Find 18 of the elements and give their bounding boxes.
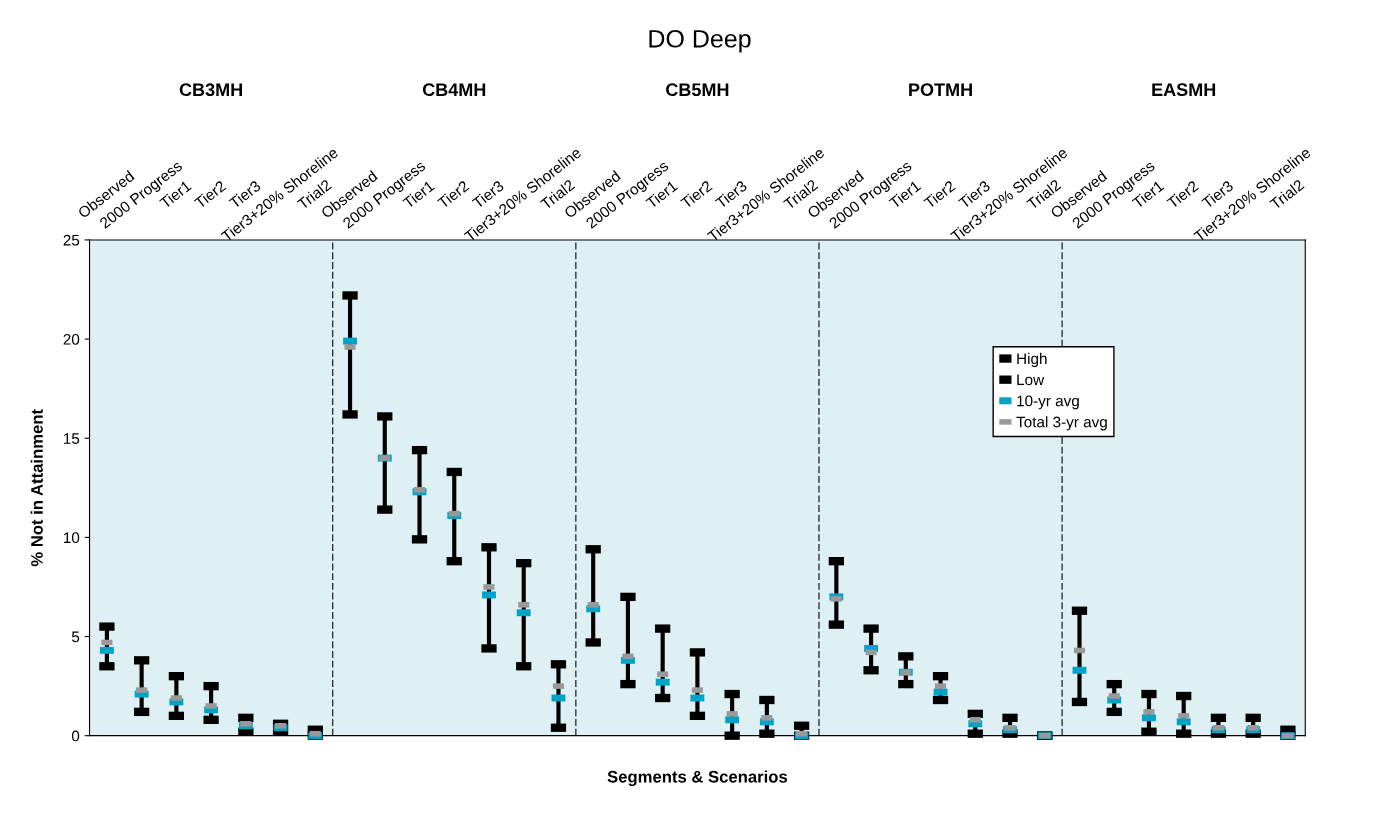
text: CB3MH xyxy=(179,83,242,97)
y-tick-label: 5 xyxy=(71,631,80,643)
text: CB4MH xyxy=(422,83,486,97)
y-tick-label: 20 xyxy=(63,333,80,345)
legend-label: High xyxy=(1017,352,1047,368)
legend-label: Low xyxy=(1017,374,1045,386)
legend-label: Total 3-yr avg xyxy=(1016,416,1107,431)
y-tick-label: 25 xyxy=(63,234,80,246)
legend-label: 10-yr avg xyxy=(1017,395,1079,410)
text: EASMH xyxy=(1152,83,1216,97)
y-tick-label: 10 xyxy=(63,532,80,544)
chart-title: DO Deep xyxy=(649,29,751,53)
y-tick-label: 0 xyxy=(71,730,80,742)
y-axis-title: % Not in Attainment xyxy=(30,409,43,567)
x-axis-title: Segments & Scenarios xyxy=(607,770,788,787)
text: POTMH xyxy=(909,83,972,97)
text: CB5MH xyxy=(666,83,729,97)
y-tick-label: 15 xyxy=(63,433,80,444)
